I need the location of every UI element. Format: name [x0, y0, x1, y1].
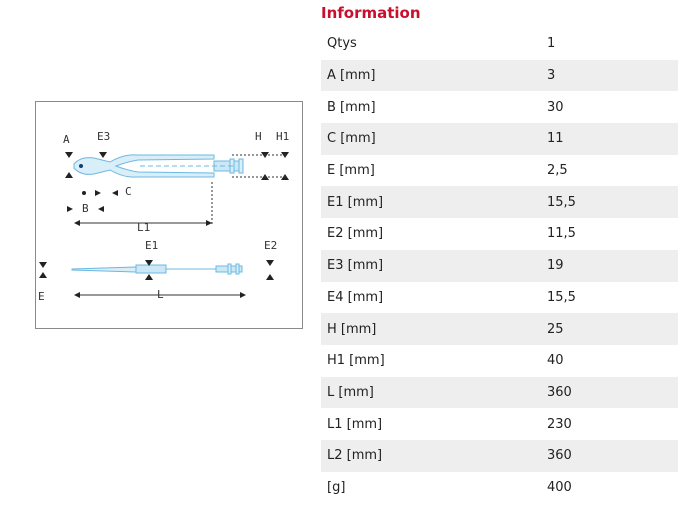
dim-label-E1: E1: [145, 239, 158, 252]
spec-row: Qtys 1: [321, 28, 678, 60]
spec-label: B [mm]: [321, 91, 547, 124]
spec-row: A [mm] 3: [321, 59, 678, 92]
spec-row: E2 [mm] 11,5: [321, 218, 678, 250]
spec-row: L [mm] 360: [321, 376, 678, 409]
spec-row: E4 [mm] 15,5: [321, 281, 678, 314]
dimension-arrows-side: [39, 260, 274, 298]
spec-label: E1 [mm]: [321, 186, 547, 219]
spec-row: B [mm] 30: [321, 91, 678, 124]
spec-value: 2,5: [547, 154, 678, 187]
spec-value: 30: [547, 91, 678, 124]
spec-value: 360: [547, 376, 678, 409]
dim-label-E3: E3: [97, 130, 110, 143]
tool-dimension-diagram: A E3 H H1 C B L1: [38, 130, 289, 303]
dim-label-E2: E2: [264, 239, 277, 252]
spec-value: 15,5: [547, 186, 678, 219]
dim-label-C: C: [125, 185, 132, 198]
dim-label-E: E: [38, 290, 45, 303]
dim-label-H: H: [255, 130, 262, 143]
spec-row: E3 [mm] 19: [321, 249, 678, 282]
spec-label: H [mm]: [321, 313, 547, 345]
spec-label: [g]: [321, 471, 547, 504]
spec-value: 400: [547, 471, 678, 504]
spec-value: 360: [547, 439, 678, 472]
spec-value: 11: [547, 123, 678, 155]
information-title: Information: [321, 4, 421, 22]
specifications-table: Qtys 1 A [mm] 3 B [mm] 30 C [mm] 11 E [mm] 2,5 E1 …: [321, 28, 678, 504]
spec-row: [g] 400: [321, 471, 678, 504]
spec-row: C [mm] 11: [321, 123, 678, 155]
spec-value: 1: [547, 28, 678, 60]
spec-label: L [mm]: [321, 376, 547, 409]
spec-value: 15,5: [547, 281, 678, 314]
dim-label-L1: L1: [137, 221, 150, 234]
spec-label: C [mm]: [321, 123, 547, 155]
technical-drawing: A E3 H H1 C B L1: [35, 101, 303, 329]
spec-label: L1 [mm]: [321, 408, 547, 440]
spec-value: 25: [547, 313, 678, 345]
spec-label: E4 [mm]: [321, 281, 547, 314]
spec-value: 11,5: [547, 218, 678, 250]
spec-value: 230: [547, 408, 678, 440]
spec-label: A [mm]: [321, 59, 547, 92]
dimension-lines-top: [80, 154, 286, 226]
spec-label: E2 [mm]: [321, 218, 547, 250]
spec-label: H1 [mm]: [321, 344, 547, 377]
spec-row: E1 [mm] 15,5: [321, 186, 678, 219]
spec-row: E [mm] 2,5: [321, 154, 678, 187]
spec-value: 19: [547, 249, 678, 282]
spec-row: H1 [mm] 40: [321, 344, 678, 377]
spec-value: 40: [547, 344, 678, 377]
spec-label: Qtys: [321, 28, 547, 60]
spec-row: L1 [mm] 230: [321, 408, 678, 440]
spec-row: L2 [mm] 360: [321, 439, 678, 472]
spec-row: H [mm] 25: [321, 313, 678, 345]
spec-label: E3 [mm]: [321, 249, 547, 282]
spec-label: L2 [mm]: [321, 439, 547, 472]
spec-label: E [mm]: [321, 154, 547, 187]
tool-side-view: [71, 263, 243, 275]
spec-value: 3: [547, 59, 678, 92]
dim-label-B: B: [82, 202, 89, 215]
dim-label-H1: H1: [276, 130, 289, 143]
dim-label-A: A: [63, 133, 70, 146]
